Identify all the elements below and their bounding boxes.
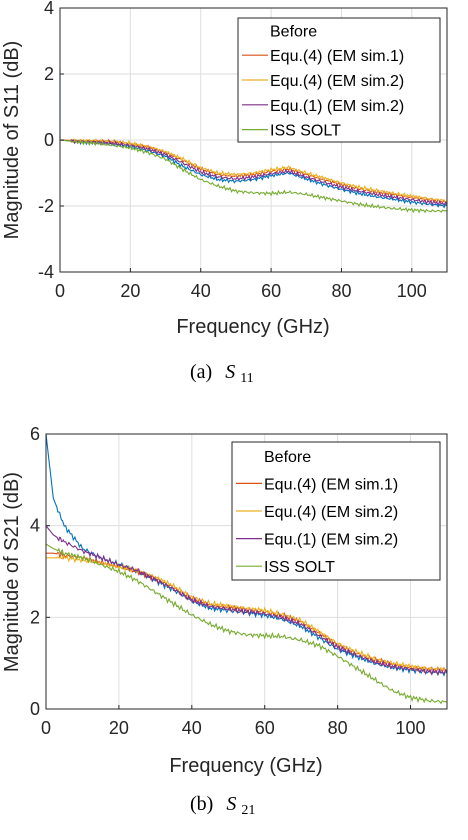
x-tick-label: 40 — [182, 718, 202, 738]
axes-box-s21 — [45, 433, 448, 710]
y-tick-label: 4 — [30, 516, 40, 536]
legend-label-equ1_em2: Equ.(1) (EM sim.2) — [270, 98, 404, 115]
caption-sub-s11: 11 — [240, 371, 253, 386]
y-axis-label-s21: Magnitude of S21 (dB) — [1, 472, 23, 672]
caption-sub-s21: 21 — [241, 803, 255, 818]
legend-label-equ4_em2: Equ.(4) (EM sim.2) — [264, 504, 398, 521]
caption-prefix-s21: (b) — [190, 793, 213, 815]
legend-label-iss_solt: ISS SOLT — [270, 123, 341, 140]
y-tick-label: 0 — [30, 699, 40, 719]
x-tick-label: 0 — [55, 281, 65, 301]
chart-s11: 0 20 40 60 80 100 -4 -2 0 2 4 Frequency (GHz) Magn… — [1, 0, 448, 386]
y-axis-label-s11: Magnitude of S11 (dB) — [1, 41, 23, 240]
legend-label-iss_solt: ISS SOLT — [264, 559, 335, 576]
ticks-s11: 0 20 40 60 80 100 -4 -2 0 2 4 — [38, 0, 427, 301]
x-tick-label: 20 — [109, 718, 129, 738]
legend-label-equ4_em1: Equ.(4) (EM sim.1) — [270, 48, 404, 65]
x-tick-label: 20 — [120, 281, 140, 301]
x-tick-label: 0 — [41, 718, 51, 738]
x-tick-label: 100 — [397, 281, 427, 301]
x-tick-label: 60 — [255, 718, 275, 738]
y-tick-label: 0 — [44, 130, 54, 150]
y-tick-label: -2 — [38, 196, 54, 216]
series-line-equ1_em2 — [45, 525, 448, 676]
series-line-before — [59, 67, 448, 209]
x-axis-label-s11: Frequency (GHz) — [176, 316, 329, 338]
legend-label-before: Before — [270, 23, 317, 40]
y-tick-label: 4 — [44, 0, 54, 18]
caption-prefix-s11: (a) — [190, 361, 212, 383]
x-tick-label: 80 — [331, 281, 351, 301]
y-tick-label: 2 — [30, 607, 40, 627]
caption-symbol-s21: S — [226, 793, 236, 815]
series-line-equ4_em2 — [59, 138, 448, 203]
x-tick-label: 80 — [328, 718, 348, 738]
legend-label-before: Before — [264, 449, 311, 466]
x-tick-label: 40 — [191, 281, 211, 301]
caption-s11: (a) S 11 — [190, 361, 254, 386]
x-tick-label: 60 — [261, 281, 281, 301]
legend-label-equ4_em2: Equ.(4) (EM sim.2) — [270, 73, 404, 90]
legend-s21: Before Equ.(4) (EM sim.1) Equ.(4) (EM sim.… — [231, 441, 441, 581]
legend-label-equ1_em2: Equ.(1) (EM sim.2) — [264, 532, 398, 549]
series-lines-s21 — [45, 433, 448, 705]
legend-s11: Before Equ.(4) (EM sim.1) Equ.(4) (EM sim.… — [237, 17, 441, 143]
ticks-s21: 0 20 40 60 80 100 0 2 4 6 — [30, 424, 426, 738]
series-line-iss_solt — [59, 139, 448, 214]
caption-s21: (b) S 21 — [190, 793, 255, 818]
legend-label-equ4_em1: Equ.(4) (EM sim.1) — [264, 476, 398, 493]
y-tick-label: -4 — [38, 262, 54, 282]
caption-symbol-s11: S — [225, 361, 235, 383]
series-line-iss_solt — [45, 543, 448, 705]
x-axis-label-s21: Frequency (GHz) — [169, 755, 322, 777]
series-lines-s11 — [59, 67, 448, 214]
legend-box — [237, 17, 441, 143]
chart-s21: 0 20 40 60 80 100 0 2 4 6 Frequency (GHz) Magnitu… — [1, 424, 448, 818]
y-tick-label: 2 — [44, 64, 54, 84]
x-tick-label: 100 — [396, 718, 426, 738]
y-tick-label: 6 — [30, 424, 40, 444]
legend-box — [231, 441, 441, 581]
